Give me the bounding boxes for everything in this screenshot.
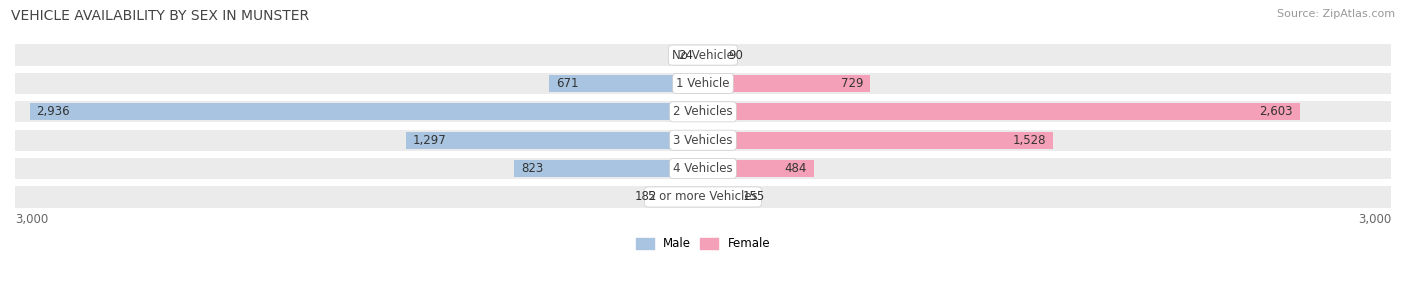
Bar <box>30 103 703 120</box>
Legend: Male, Female: Male, Female <box>631 233 775 255</box>
Text: 3,000: 3,000 <box>1358 213 1391 226</box>
Bar <box>15 186 1391 207</box>
Bar <box>15 44 1391 66</box>
Bar <box>703 188 738 205</box>
Bar <box>15 129 1391 151</box>
Text: Source: ZipAtlas.com: Source: ZipAtlas.com <box>1277 9 1395 19</box>
Bar <box>703 75 870 92</box>
Text: 2,603: 2,603 <box>1260 105 1294 118</box>
Bar <box>661 188 703 205</box>
Bar <box>703 47 724 64</box>
Text: 729: 729 <box>841 77 863 90</box>
Text: 484: 484 <box>785 162 807 175</box>
Text: 155: 155 <box>744 190 765 203</box>
Text: 823: 823 <box>522 162 543 175</box>
Text: 1 Vehicle: 1 Vehicle <box>676 77 730 90</box>
Text: 182: 182 <box>634 190 657 203</box>
Text: 90: 90 <box>728 49 744 62</box>
Bar <box>697 47 703 64</box>
Text: 3 Vehicles: 3 Vehicles <box>673 134 733 147</box>
Bar <box>405 132 703 149</box>
Text: 3,000: 3,000 <box>15 213 48 226</box>
Bar <box>515 160 703 177</box>
Bar <box>15 73 1391 94</box>
Bar <box>703 103 1301 120</box>
Bar <box>703 160 814 177</box>
Text: 1,528: 1,528 <box>1014 134 1046 147</box>
Bar <box>550 75 703 92</box>
Text: 4 Vehicles: 4 Vehicles <box>673 162 733 175</box>
Text: 2 Vehicles: 2 Vehicles <box>673 105 733 118</box>
Text: 671: 671 <box>555 77 578 90</box>
Bar <box>15 158 1391 179</box>
Text: 1,297: 1,297 <box>412 134 446 147</box>
Text: 24: 24 <box>678 49 693 62</box>
Text: 2,936: 2,936 <box>37 105 70 118</box>
Text: No Vehicle: No Vehicle <box>672 49 734 62</box>
Bar <box>15 101 1391 122</box>
Bar <box>703 132 1053 149</box>
Text: 5 or more Vehicles: 5 or more Vehicles <box>648 190 758 203</box>
Text: VEHICLE AVAILABILITY BY SEX IN MUNSTER: VEHICLE AVAILABILITY BY SEX IN MUNSTER <box>11 9 309 23</box>
